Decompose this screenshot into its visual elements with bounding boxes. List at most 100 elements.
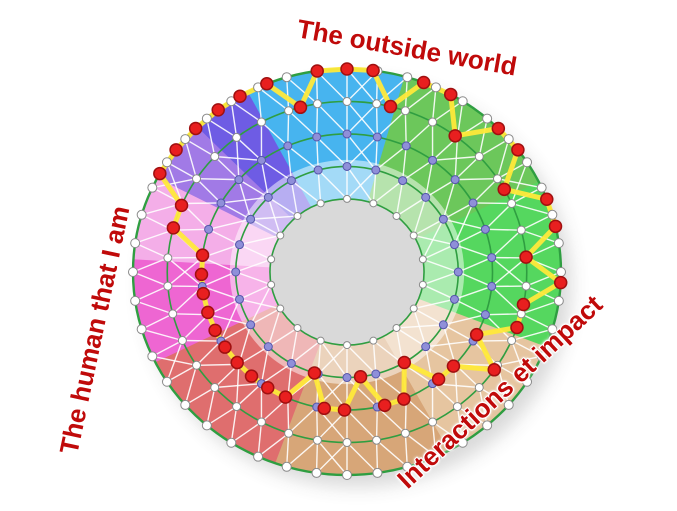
mesh-node bbox=[372, 132, 382, 142]
mesh-edge bbox=[375, 373, 378, 408]
highlight-node bbox=[233, 89, 247, 103]
highlight-node bbox=[317, 401, 331, 416]
highlight-node bbox=[431, 372, 446, 387]
mesh-edge bbox=[511, 202, 553, 216]
mesh-edge bbox=[454, 285, 492, 300]
mesh-edge bbox=[235, 271, 272, 286]
mesh-edge bbox=[220, 324, 251, 342]
mesh-node bbox=[369, 199, 378, 208]
mesh-node bbox=[507, 199, 517, 209]
mesh-node bbox=[232, 132, 242, 142]
highlight-node bbox=[366, 63, 380, 78]
mesh-edge bbox=[230, 100, 262, 123]
mesh-node bbox=[312, 435, 322, 445]
mesh-edge bbox=[484, 314, 513, 341]
mesh-edge bbox=[206, 117, 237, 139]
mesh-node bbox=[147, 351, 158, 362]
mesh-edge bbox=[317, 344, 348, 375]
mesh-node bbox=[130, 238, 141, 249]
mesh-edge bbox=[261, 159, 292, 182]
mesh-node bbox=[342, 96, 352, 106]
mesh-edge bbox=[496, 138, 510, 179]
mesh-edge bbox=[431, 87, 437, 123]
mesh-edge bbox=[257, 87, 263, 123]
mesh-node bbox=[256, 155, 266, 165]
mesh-edge bbox=[376, 110, 406, 138]
mesh-edge bbox=[346, 442, 378, 474]
mesh-node bbox=[276, 231, 285, 240]
highlight-node bbox=[260, 77, 274, 91]
mesh-node bbox=[267, 280, 276, 289]
mesh-node bbox=[400, 106, 410, 116]
mesh-node bbox=[371, 369, 381, 379]
mesh-edge bbox=[260, 160, 270, 198]
mesh-node bbox=[474, 382, 484, 392]
highlight-node bbox=[340, 62, 354, 76]
mesh-edge bbox=[290, 180, 322, 204]
mesh-edge bbox=[346, 377, 378, 408]
mesh-node bbox=[163, 281, 173, 291]
mesh-edge bbox=[375, 145, 407, 171]
mesh-node bbox=[392, 212, 401, 221]
mesh-edge bbox=[250, 307, 281, 326]
mesh-edge bbox=[287, 145, 293, 181]
mesh-node bbox=[235, 240, 245, 250]
mesh-edge bbox=[404, 433, 408, 467]
highlight-node bbox=[230, 355, 244, 370]
mesh-edge bbox=[236, 383, 262, 408]
mesh-node bbox=[163, 253, 173, 263]
mesh-edge bbox=[267, 308, 281, 347]
mesh-edge bbox=[346, 344, 377, 375]
mesh-edge bbox=[346, 103, 378, 135]
mesh-edge bbox=[520, 214, 553, 231]
mesh-edge bbox=[425, 179, 456, 198]
mesh-node bbox=[503, 134, 514, 145]
mesh-edge bbox=[402, 159, 433, 182]
mesh-node bbox=[177, 335, 187, 345]
mesh-edge bbox=[286, 76, 318, 105]
mesh-node bbox=[547, 209, 558, 220]
mesh-edge bbox=[404, 432, 437, 458]
mesh-node bbox=[286, 358, 296, 368]
mesh-edge bbox=[454, 156, 480, 181]
mesh-node bbox=[480, 310, 490, 320]
mesh-edge bbox=[491, 257, 527, 287]
mesh-edge bbox=[458, 271, 493, 288]
mesh-node bbox=[449, 240, 459, 250]
highlight-node bbox=[510, 320, 524, 335]
mesh-edge bbox=[208, 313, 251, 326]
mesh-edge bbox=[239, 298, 281, 310]
mesh-edge bbox=[257, 432, 290, 458]
mesh-edge bbox=[521, 300, 560, 315]
mesh-edge bbox=[346, 169, 377, 200]
mesh-edge bbox=[152, 339, 183, 357]
mesh-edge bbox=[443, 313, 486, 326]
mesh-node bbox=[521, 281, 531, 291]
highlight-node bbox=[260, 381, 275, 395]
mesh-node bbox=[201, 113, 212, 124]
mesh-node bbox=[168, 309, 178, 319]
mesh-node bbox=[342, 438, 352, 448]
mesh-node bbox=[342, 470, 352, 480]
mesh-node bbox=[312, 99, 322, 109]
highlight-node bbox=[337, 403, 352, 417]
mesh-node bbox=[428, 117, 438, 127]
mesh-node bbox=[128, 267, 138, 277]
mesh-node bbox=[263, 342, 273, 352]
mesh-edge bbox=[267, 196, 298, 217]
mesh-node bbox=[468, 198, 478, 208]
mesh-node bbox=[234, 175, 244, 185]
mesh-edge bbox=[230, 406, 238, 443]
mesh-node bbox=[226, 437, 237, 448]
mesh-node bbox=[507, 335, 517, 345]
mesh-edge bbox=[491, 229, 522, 259]
mesh-edge bbox=[455, 178, 498, 181]
highlight-node bbox=[491, 121, 506, 136]
highlight-node bbox=[443, 87, 458, 102]
mesh-node bbox=[286, 176, 296, 186]
mesh-edge bbox=[521, 229, 560, 244]
mesh-node bbox=[136, 209, 147, 220]
mesh-node bbox=[231, 267, 241, 277]
mesh-edge bbox=[206, 405, 237, 427]
highlight-node bbox=[244, 369, 259, 383]
